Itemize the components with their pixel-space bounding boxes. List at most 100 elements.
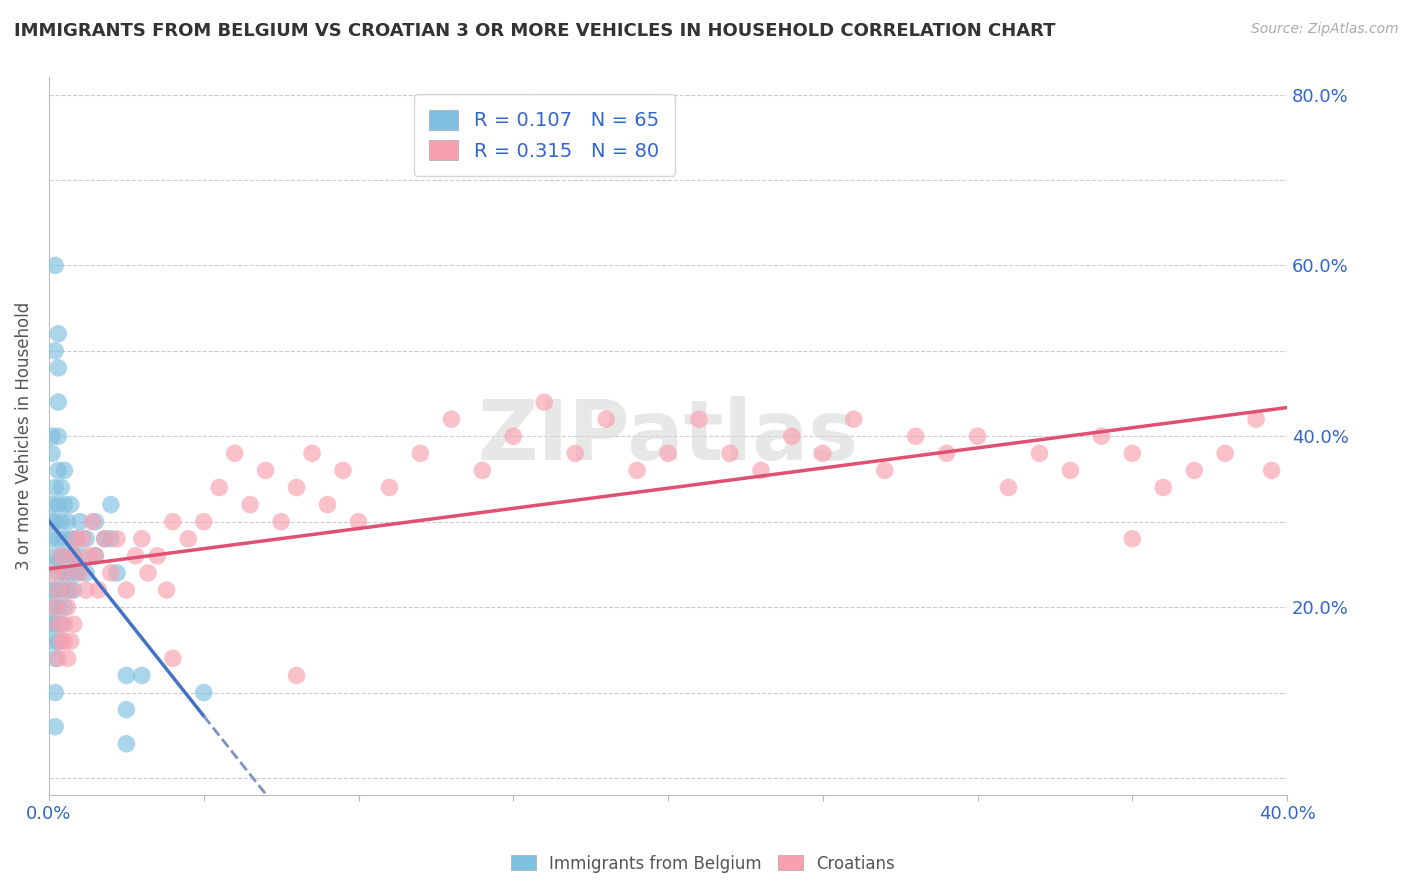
Point	[124, 549, 146, 563]
Point	[66, 566, 89, 580]
Text: ZIPatlas: ZIPatlas	[478, 396, 859, 476]
Point	[1260, 463, 1282, 477]
Point	[53, 600, 76, 615]
Point	[100, 498, 122, 512]
Point	[51, 549, 73, 563]
Point	[44, 259, 66, 273]
Point	[53, 634, 76, 648]
Point	[53, 617, 76, 632]
Point	[41, 566, 63, 580]
Point	[46, 326, 69, 341]
Point	[66, 532, 89, 546]
Point	[44, 549, 66, 563]
Point	[409, 446, 432, 460]
Point	[53, 532, 76, 546]
Point	[966, 429, 988, 443]
Point	[75, 582, 97, 597]
Point	[46, 463, 69, 477]
Point	[41, 515, 63, 529]
Point	[471, 463, 494, 477]
Point	[59, 532, 82, 546]
Point	[59, 634, 82, 648]
Point	[285, 668, 308, 682]
Point	[41, 498, 63, 512]
Point	[1244, 412, 1267, 426]
Point	[69, 515, 91, 529]
Point	[51, 481, 73, 495]
Point	[56, 549, 79, 563]
Point	[1121, 532, 1143, 546]
Point	[44, 720, 66, 734]
Point	[62, 582, 84, 597]
Point	[131, 532, 153, 546]
Point	[75, 566, 97, 580]
Point	[1182, 463, 1205, 477]
Point	[162, 515, 184, 529]
Text: IMMIGRANTS FROM BELGIUM VS CROATIAN 3 OR MORE VEHICLES IN HOUSEHOLD CORRELATION : IMMIGRANTS FROM BELGIUM VS CROATIAN 3 OR…	[14, 22, 1056, 40]
Point	[93, 532, 115, 546]
Point	[780, 429, 803, 443]
Point	[62, 617, 84, 632]
Point	[657, 446, 679, 460]
Point	[254, 463, 277, 477]
Point	[155, 582, 177, 597]
Point	[1090, 429, 1112, 443]
Point	[378, 481, 401, 495]
Point	[502, 429, 524, 443]
Point	[177, 532, 200, 546]
Point	[41, 582, 63, 597]
Point	[316, 498, 339, 512]
Point	[533, 395, 555, 409]
Point	[440, 412, 463, 426]
Point	[1121, 446, 1143, 460]
Point	[842, 412, 865, 426]
Point	[51, 582, 73, 597]
Point	[59, 566, 82, 580]
Point	[59, 498, 82, 512]
Point	[46, 395, 69, 409]
Point	[1028, 446, 1050, 460]
Point	[62, 549, 84, 563]
Point	[77, 549, 100, 563]
Point	[115, 703, 138, 717]
Point	[53, 463, 76, 477]
Point	[41, 634, 63, 648]
Point	[69, 566, 91, 580]
Point	[131, 668, 153, 682]
Point	[285, 481, 308, 495]
Point	[626, 463, 648, 477]
Point	[82, 515, 104, 529]
Point	[193, 685, 215, 699]
Point	[1152, 481, 1174, 495]
Point	[46, 566, 69, 580]
Point	[51, 549, 73, 563]
Point	[56, 582, 79, 597]
Point	[136, 566, 159, 580]
Point	[56, 600, 79, 615]
Point	[46, 360, 69, 375]
Point	[46, 429, 69, 443]
Point	[44, 600, 66, 615]
Point	[84, 515, 107, 529]
Point	[115, 582, 138, 597]
Point	[56, 515, 79, 529]
Point	[44, 481, 66, 495]
Point	[62, 549, 84, 563]
Point	[75, 532, 97, 546]
Point	[100, 566, 122, 580]
Point	[44, 685, 66, 699]
Y-axis label: 3 or more Vehicles in Household: 3 or more Vehicles in Household	[15, 302, 32, 570]
Point	[44, 582, 66, 597]
Point	[46, 634, 69, 648]
Point	[162, 651, 184, 665]
Point	[105, 532, 128, 546]
Point	[115, 737, 138, 751]
Point	[270, 515, 292, 529]
Point	[224, 446, 246, 460]
Point	[749, 463, 772, 477]
Point	[105, 566, 128, 580]
Point	[87, 582, 110, 597]
Point	[873, 463, 896, 477]
Point	[84, 549, 107, 563]
Point	[239, 498, 262, 512]
